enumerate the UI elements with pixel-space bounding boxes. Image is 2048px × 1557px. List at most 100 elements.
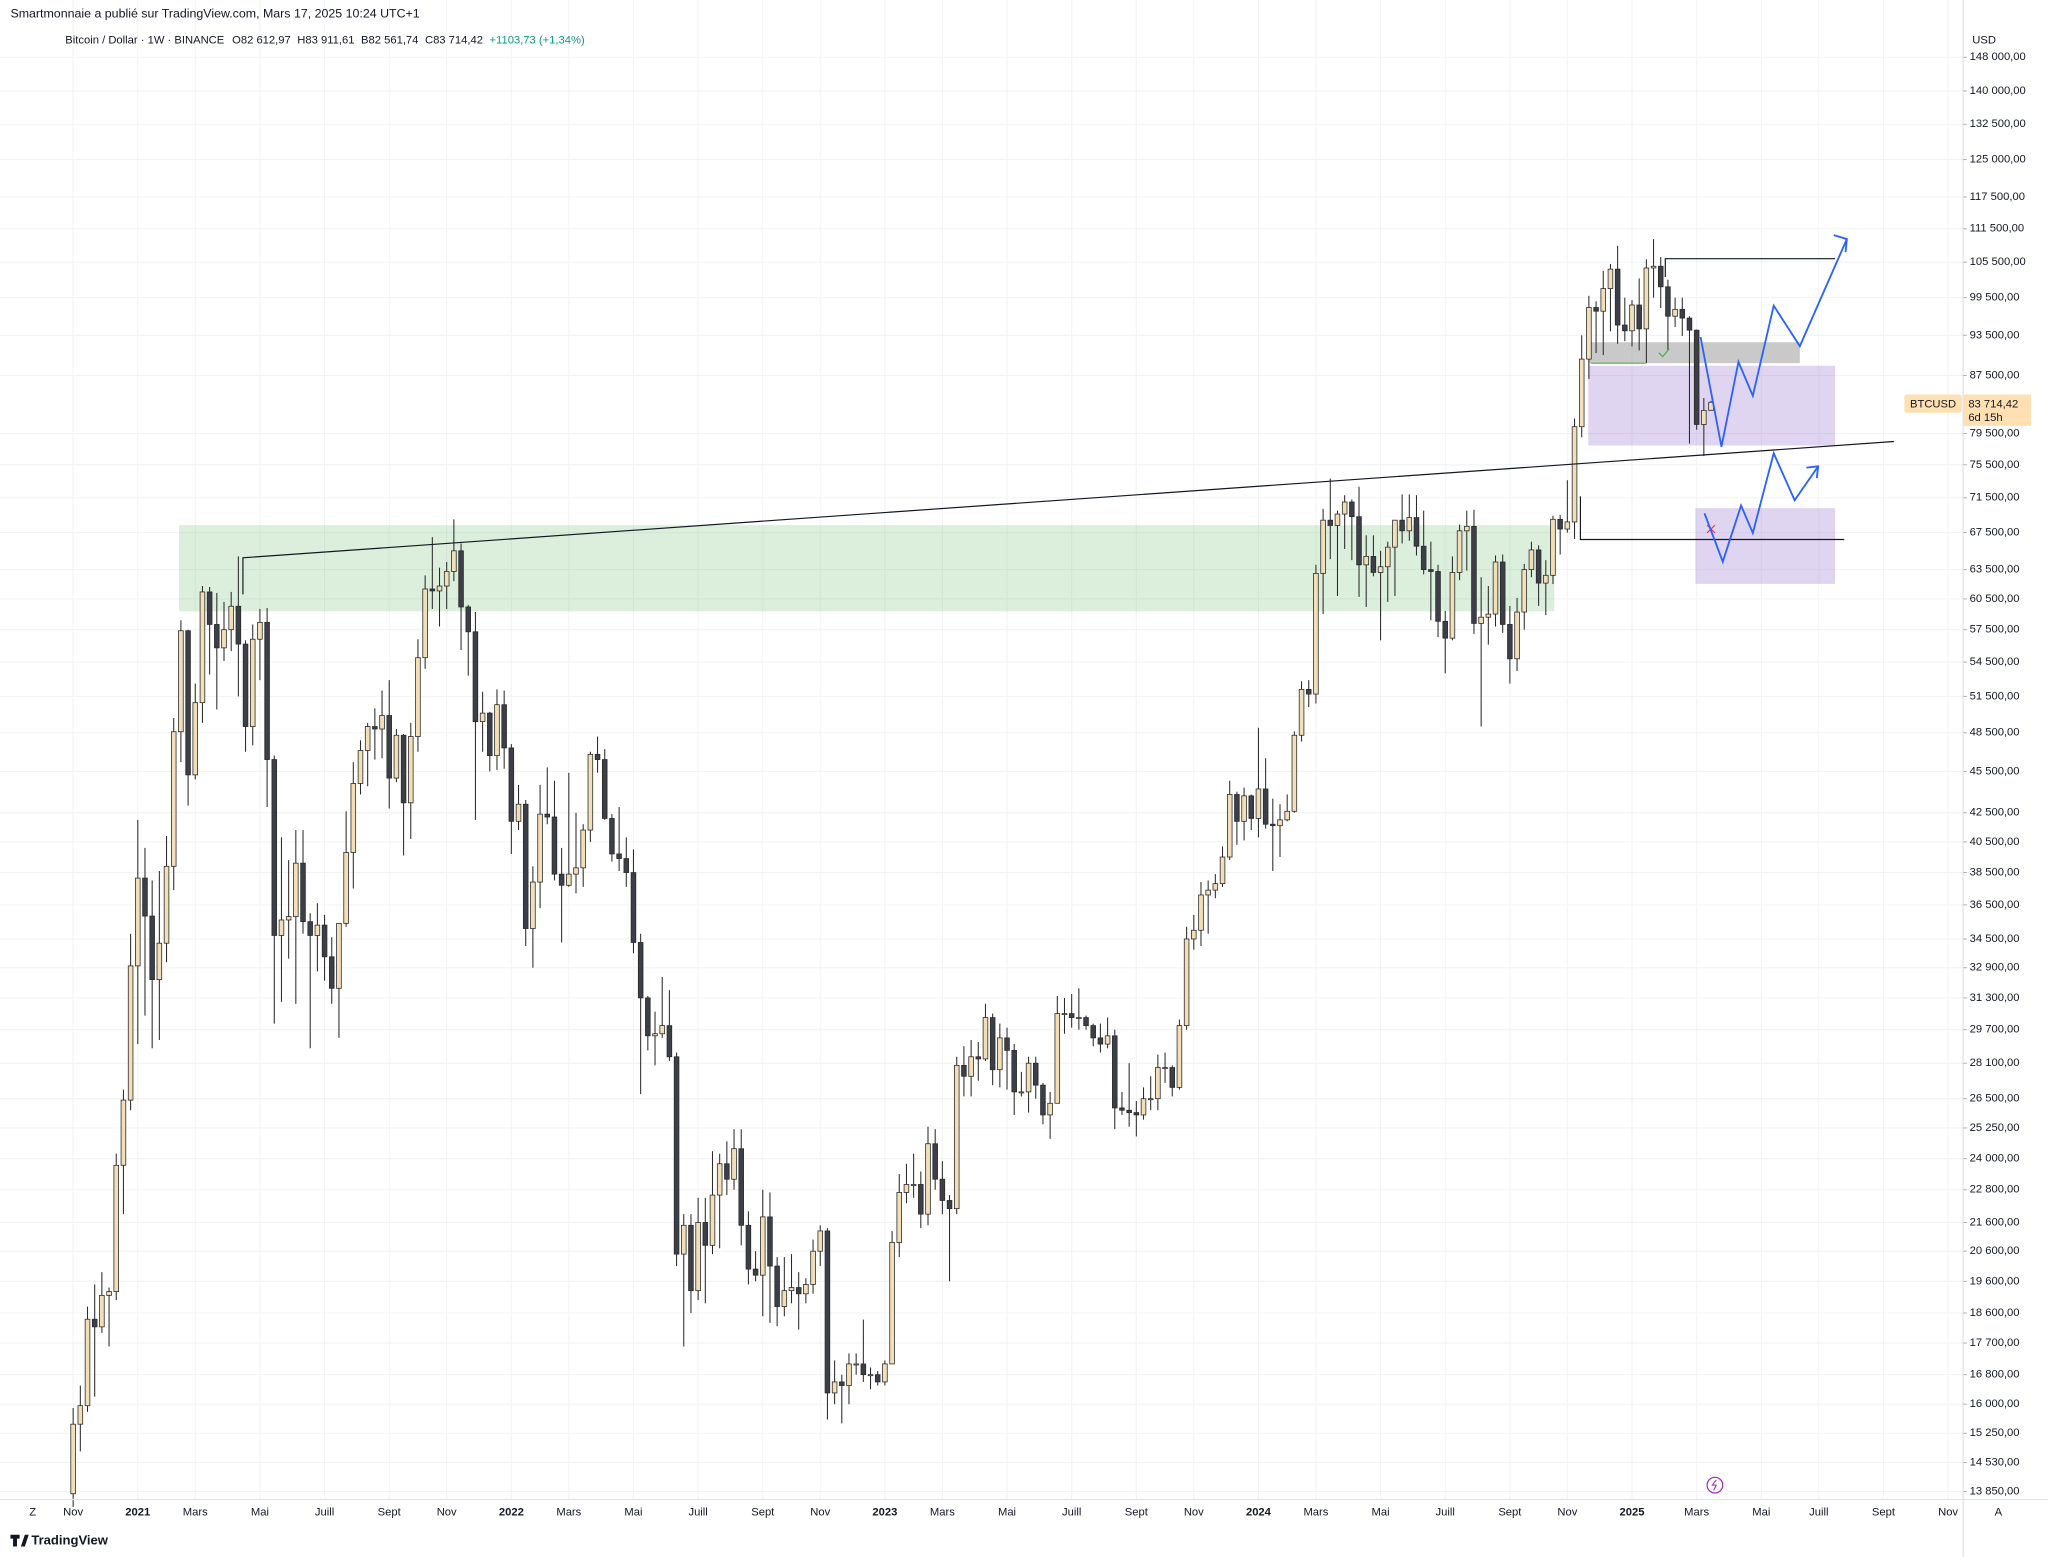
candle-body xyxy=(925,1143,931,1215)
y-tick-label: 14 530,00 xyxy=(1970,1457,2020,1469)
candle-body xyxy=(1435,571,1441,622)
brand[interactable]: TradingView xyxy=(31,1533,108,1548)
candle-body xyxy=(1693,329,1700,425)
candle-body xyxy=(882,1363,888,1383)
candle-body xyxy=(329,956,335,989)
candle-body xyxy=(1119,1107,1125,1111)
candle-body xyxy=(1219,856,1226,885)
candle-body xyxy=(982,1017,989,1060)
candle-body xyxy=(867,1374,874,1377)
candle-body xyxy=(1629,304,1635,332)
candle-body xyxy=(1614,268,1621,326)
candle-body xyxy=(975,1056,982,1060)
candle-body xyxy=(422,588,428,659)
candle-body xyxy=(1514,611,1520,660)
y-tick-label: 36 500,00 xyxy=(1970,899,2020,911)
event-icon-bolt xyxy=(1711,1479,1718,1491)
y-tick-label: 99 500,00 xyxy=(1970,292,2020,304)
y-tick-label: 105 500,00 xyxy=(1970,256,2026,268)
candle-body xyxy=(961,1064,967,1077)
candle-body xyxy=(178,630,184,733)
timezone-icon[interactable]: Z xyxy=(29,1507,36,1519)
candle-body xyxy=(637,942,644,999)
candle-body xyxy=(1298,689,1305,736)
candle-body xyxy=(1492,561,1499,615)
x-tick-label: Mai xyxy=(998,1507,1016,1519)
candle-body xyxy=(228,605,234,631)
candle-body xyxy=(695,1222,701,1292)
trendline xyxy=(242,440,1894,595)
y-tick-label: 140 000,00 xyxy=(1970,85,2026,97)
y-tick-label: 31 300,00 xyxy=(1970,992,2020,1004)
currency[interactable]: USD xyxy=(1972,35,1996,47)
candle-body xyxy=(709,1194,716,1246)
candle-body xyxy=(774,1265,780,1307)
candle-body xyxy=(1047,1102,1053,1116)
x-tick-label: 2022 xyxy=(499,1507,524,1519)
countdown: 6d 15h xyxy=(1968,412,2002,424)
candle-body xyxy=(120,1099,127,1166)
y-tick-label: 29 700,00 xyxy=(1970,1024,2020,1036)
candle-body xyxy=(1377,566,1384,573)
candle-body xyxy=(199,591,206,704)
candle-body xyxy=(918,1184,924,1215)
candle-body xyxy=(1255,788,1262,819)
candle-body xyxy=(752,1268,759,1276)
candle-body xyxy=(1011,1050,1017,1093)
y-tick-label: 54 500,00 xyxy=(1970,656,2020,668)
candle-body xyxy=(831,1381,838,1394)
candle-body xyxy=(853,1363,859,1366)
candle-body xyxy=(1686,317,1693,331)
candle-body xyxy=(350,783,357,853)
candle-body xyxy=(874,1374,881,1383)
candle-body xyxy=(1212,883,1219,891)
grid xyxy=(0,0,1964,1500)
symbol: Bitcoin / Dollar · 1W · BINANCE xyxy=(65,35,224,47)
candle-body xyxy=(336,922,342,989)
candle-body xyxy=(1126,1109,1132,1113)
candle-body xyxy=(810,1250,816,1285)
candle-body xyxy=(939,1178,946,1201)
candle-body xyxy=(242,643,249,727)
candle-body xyxy=(1169,1067,1175,1088)
x-tick-label: Sept xyxy=(1498,1507,1522,1519)
y-tick-label: 20 600,00 xyxy=(1970,1245,2020,1257)
candle-body xyxy=(1665,286,1671,317)
candle-body xyxy=(795,1287,802,1295)
candle-body xyxy=(70,1423,76,1495)
symbol-tag: BTCUSD xyxy=(1910,398,1956,410)
candle-body xyxy=(1248,795,1255,819)
y-tick-label: 67 500,00 xyxy=(1970,527,2020,539)
candle-body xyxy=(724,1163,730,1180)
auto-scale-icon[interactable]: A xyxy=(1995,1507,2003,1519)
candle-body xyxy=(652,1033,658,1037)
candle-body xyxy=(77,1405,84,1425)
candle-body xyxy=(1291,734,1298,812)
price-tag: 83 714,42 xyxy=(1968,398,2018,410)
candle-body xyxy=(113,1164,119,1292)
event-icon[interactable] xyxy=(1706,1476,1724,1494)
candle-body xyxy=(1657,265,1664,288)
candle-body xyxy=(221,629,227,649)
ohlc-value: 83 911,61 xyxy=(305,35,354,47)
x-tick-label: Nov xyxy=(1938,1507,1958,1519)
projection-path xyxy=(1703,450,1819,565)
x-tick-label: Nov xyxy=(1557,1507,1577,1519)
y-tick-label: 25 250,00 xyxy=(1970,1122,2020,1134)
x-tick-label: Juill xyxy=(1436,1507,1455,1519)
candle-body xyxy=(479,712,486,723)
candle-body xyxy=(1399,519,1405,532)
candle-body xyxy=(1636,304,1642,330)
candle-body xyxy=(1162,1067,1168,1069)
candle-body xyxy=(515,803,522,822)
candle-body xyxy=(235,605,242,645)
candle-body xyxy=(1191,929,1197,940)
candle-body xyxy=(1679,308,1686,319)
candle-body xyxy=(824,1230,831,1394)
candle-body xyxy=(170,731,177,867)
candle-body xyxy=(321,924,328,958)
candle-body xyxy=(558,873,565,886)
candle-body xyxy=(1535,549,1542,584)
arrowhead xyxy=(1806,465,1820,479)
